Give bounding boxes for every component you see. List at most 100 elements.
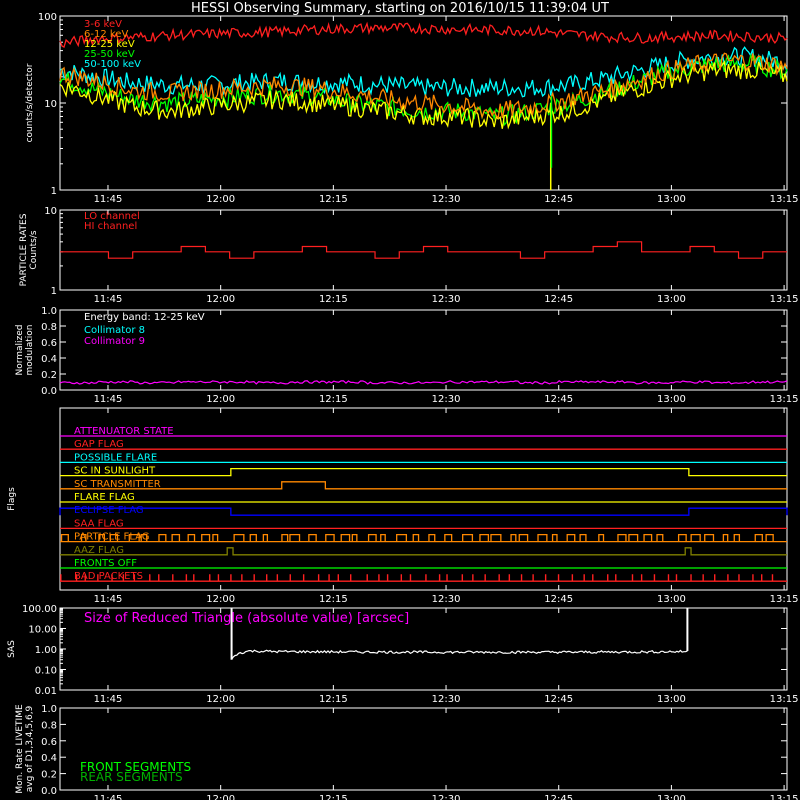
x-tick-label: 12:00 [206, 194, 235, 205]
flag-label: ECLIPSE FLAG [74, 505, 144, 516]
y-axis-label: avg of D1,3,4,5,6,9 [25, 705, 35, 792]
flag-line-ECLIPSE-FLAG [59, 507, 788, 516]
legend-entry: 50-100 keV [84, 59, 141, 70]
chart-annotation: Size of Reduced Triangle (absolute value… [84, 611, 409, 626]
y-tick-label: 1.00 [35, 645, 57, 656]
y-tick-label: 0.8 [41, 322, 57, 333]
series-line-HI-channel [60, 241, 787, 259]
legend-entry: 12-25 keV [84, 39, 135, 50]
x-tick-label: 12:45 [544, 594, 573, 605]
x-tick-label: 12:30 [432, 594, 461, 605]
x-tick-label: 12:45 [544, 294, 573, 305]
x-tick-label: 11:45 [94, 794, 123, 800]
flag-label: BAD PACKETS [74, 571, 143, 582]
y-tick-label: 0.8 [41, 720, 57, 731]
x-tick-label: 12:30 [432, 794, 461, 800]
y-tick-label: 0.4 [41, 354, 57, 365]
y-tick-label: 0.2 [41, 770, 57, 781]
x-tick-label: 12:00 [206, 794, 235, 800]
y-axis-label: Mon. Rate LIVETIME [15, 704, 25, 794]
x-tick-label: 11:45 [94, 694, 123, 705]
x-tick-label: 12:30 [432, 194, 461, 205]
x-tick-label: 13:15 [770, 294, 799, 305]
y-tick-label: 10.00 [28, 625, 57, 636]
flag-line-SC-IN-SUNLIGHT [60, 467, 787, 477]
x-tick-label: 12:15 [319, 294, 348, 305]
flag-label: AAZ FLAG [74, 545, 124, 556]
y-axis-label: SAS [7, 640, 17, 658]
flag-ticks-bad-packets [60, 574, 774, 582]
x-tick-label: 13:00 [657, 394, 686, 405]
x-tick-label: 12:15 [319, 394, 348, 405]
series-line-50-100-keV [59, 46, 788, 98]
x-tick-label: 12:45 [544, 694, 573, 705]
x-tick-label: 12:30 [432, 694, 461, 705]
x-tick-label: 13:00 [657, 194, 686, 205]
y-tick-label: 1.0 [41, 704, 57, 715]
y-axis-label: Flags [7, 487, 17, 511]
x-tick-label: 12:00 [206, 594, 235, 605]
x-tick-label: 13:15 [770, 194, 799, 205]
x-tick-label: 13:00 [657, 594, 686, 605]
x-tick-label: 13:00 [657, 694, 686, 705]
legend-entry: REAR SEGMENTS [80, 770, 183, 784]
y-tick-label: 10 [44, 206, 57, 217]
y-tick-label: 0.01 [35, 686, 57, 697]
x-tick-label: 13:15 [770, 394, 799, 405]
legend-entry: 6-12 keV [84, 29, 128, 40]
x-tick-label: 12:30 [432, 394, 461, 405]
figure-title: HESSI Observing Summary, starting on 201… [191, 1, 609, 16]
flag-label: SAA FLAG [74, 518, 124, 529]
x-tick-label: 12:45 [544, 794, 573, 800]
x-tick-label: 12:15 [319, 194, 348, 205]
panel-frame-flags [59, 407, 788, 591]
flag-label: POSSIBLE FLARE [74, 452, 157, 463]
y-axis-label: modulation [25, 325, 35, 376]
legend-entry: LO channel [84, 211, 140, 222]
y-tick-label: 1 [51, 286, 57, 297]
y-tick-label: 0.0 [41, 386, 57, 397]
flag-label: ATTENUATOR STATE [74, 426, 174, 437]
x-tick-label: 12:00 [206, 694, 235, 705]
y-tick-label: 10 [44, 99, 57, 110]
x-tick-label: 11:45 [94, 194, 123, 205]
legend-entry: HI channel [84, 221, 137, 232]
series-line-12-25-keV [59, 60, 788, 130]
x-tick-label: 13:15 [770, 694, 799, 705]
series-line-3-6-keV [59, 21, 788, 49]
flag-label: GAP FLAG [74, 439, 124, 450]
x-tick-label: 13:15 [770, 794, 799, 800]
x-tick-label: 12:00 [206, 294, 235, 305]
y-axis-label: Normalized [15, 324, 25, 375]
y-tick-label: 0.4 [41, 753, 57, 764]
flag-label: FLARE FLAG [74, 492, 135, 503]
y-tick-label: 0.6 [41, 737, 57, 748]
y-axis-label: Counts/s [29, 230, 39, 269]
y-axis-label: counts/s/detector [25, 63, 35, 142]
x-tick-label: 11:45 [94, 594, 123, 605]
flag-line-AAZ-FLAG [60, 547, 787, 556]
series-line-Collimator-9 [59, 380, 788, 385]
x-tick-label: 11:45 [94, 394, 123, 405]
x-tick-label: 12:15 [319, 594, 348, 605]
legend-entry: 25-50 keV [84, 49, 135, 60]
x-tick-label: 13:15 [770, 594, 799, 605]
y-tick-label: 1.0 [41, 306, 57, 317]
flag-label: PARTICLE FLAG [74, 532, 150, 543]
x-tick-label: 11:45 [94, 294, 123, 305]
flag-pulses-particle [60, 533, 774, 542]
x-tick-label: 12:15 [319, 794, 348, 800]
legend-entry: Collimator 8 [84, 325, 145, 336]
y-tick-label: 0.2 [41, 370, 57, 381]
panel-frame-particle-rates [59, 209, 788, 291]
flag-line-SC-TRANSMITTER [60, 481, 787, 490]
y-tick-label: 100.00 [22, 604, 57, 615]
x-tick-label: 12:45 [544, 394, 573, 405]
flag-label: SC IN SUNLIGHT [74, 466, 156, 477]
x-tick-label: 12:00 [206, 394, 235, 405]
flag-label: FRONTS OFF [74, 558, 137, 569]
legend-entry: 3-6 keV [84, 19, 122, 30]
x-tick-label: 12:15 [319, 694, 348, 705]
y-tick-label: 0.10 [35, 666, 57, 677]
